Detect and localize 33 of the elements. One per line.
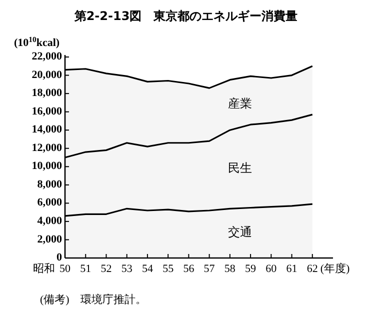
x-tick-label: 60 — [266, 263, 278, 275]
x-tick-label: 62 — [306, 263, 318, 275]
x-axis-title: (年度) — [320, 262, 350, 275]
y-tick-label: 16,000 — [32, 105, 62, 118]
x-tick-label: 54 — [142, 263, 154, 275]
series-label: 産業 — [228, 96, 252, 111]
x-tick-label: 57 — [204, 263, 216, 275]
x-tick-label: 56 — [183, 263, 195, 275]
x-tick-label: 51 — [80, 263, 92, 275]
series-label: 民生 — [228, 161, 252, 176]
y-tick-label: 12,000 — [32, 142, 62, 154]
text: 昭和 — [33, 262, 55, 275]
series-label: 交通 — [228, 225, 252, 240]
y-tick-label: 18,000 — [32, 87, 62, 100]
y-tick-label: 20,000 — [32, 68, 62, 81]
chart-title: 第2-2-13図 東京都のエネルギー消費量 — [73, 9, 298, 23]
y-tick-label: 2,000 — [37, 233, 62, 246]
y-tick-label: 8,000 — [37, 178, 62, 190]
y-tick-label: 4,000 — [37, 214, 62, 227]
y-tick-label: 6,000 — [37, 196, 62, 209]
x-tick-label: 55 — [162, 263, 174, 275]
y-tick-label: 10,000 — [32, 160, 62, 172]
x-tick-label: 58 — [224, 263, 236, 275]
x-tick-label: 52 — [100, 263, 112, 275]
text: (備考) 環境庁推計。 — [40, 293, 146, 306]
y-tick-label: 0 — [56, 252, 62, 264]
y-tick-label: 14,000 — [32, 124, 62, 136]
y-axis-title: (10$^{10}$kcal) — [14, 34, 60, 49]
x-tick-label: 61 — [286, 263, 298, 275]
x-tick-label: 59 — [245, 263, 257, 275]
y-tick-label: 22,000 — [32, 50, 62, 63]
x-tick-label: 53 — [121, 263, 133, 275]
x-tick-label: 50 — [60, 263, 71, 275]
